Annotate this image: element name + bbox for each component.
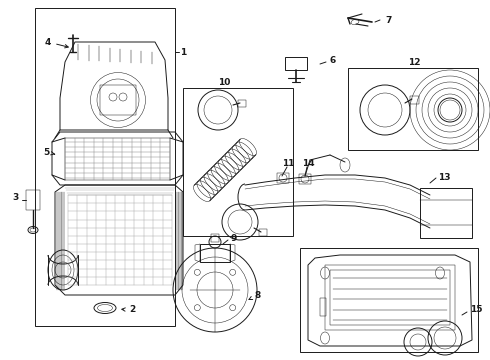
Text: 5: 5 (43, 148, 55, 157)
Text: 10: 10 (218, 77, 230, 86)
Bar (285, 57, 307, 70)
Text: 3: 3 (12, 193, 18, 202)
Bar (183, 88, 293, 236)
Bar (100, 85, 136, 115)
Text: 15: 15 (470, 306, 483, 315)
Bar (259, 229, 267, 236)
Text: 9: 9 (230, 234, 236, 243)
Bar (277, 173, 289, 183)
Bar (410, 96, 419, 104)
Bar (26, 190, 40, 210)
Bar (330, 270, 450, 325)
Bar (238, 100, 246, 107)
Text: 4: 4 (45, 37, 68, 48)
Bar (320, 298, 326, 316)
Bar (35, 8, 175, 326)
Text: 2: 2 (122, 306, 135, 315)
Text: 7: 7 (385, 15, 392, 24)
Text: 14: 14 (302, 158, 315, 167)
Bar (200, 244, 230, 262)
Bar (420, 188, 472, 238)
Bar (325, 265, 455, 330)
Bar (299, 174, 311, 184)
Bar (211, 234, 219, 242)
Text: 11: 11 (282, 158, 294, 167)
Text: 12: 12 (408, 58, 420, 67)
Text: 6: 6 (330, 55, 336, 64)
Text: 8: 8 (249, 291, 261, 300)
Bar (300, 248, 478, 352)
Text: 1: 1 (180, 48, 186, 57)
Bar (348, 68, 478, 150)
Bar (65, 138, 170, 180)
Text: 13: 13 (438, 172, 450, 181)
